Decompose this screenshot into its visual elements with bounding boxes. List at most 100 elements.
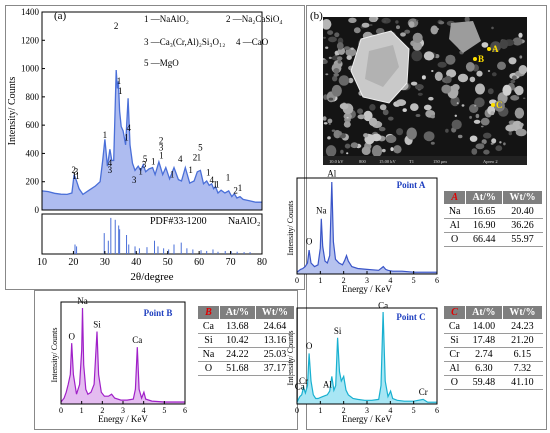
- xrd-y-tick-label: 600: [26, 120, 40, 130]
- eds_c-x-tick-label: 0: [295, 406, 299, 415]
- table-point-c: C At/% Wt/% Ca 14.00 24.23 Si 17.48 21.20 Cr 2.…: [443, 305, 544, 390]
- sem-point-label: C: [496, 100, 503, 110]
- table-a-col1: At/%: [465, 190, 504, 205]
- sem-grain: [457, 134, 463, 139]
- sem-grain: [346, 117, 349, 119]
- sem-grain: [325, 46, 329, 49]
- table-a-col2: Wt/%: [502, 190, 543, 205]
- eds_a-peak-label: O: [306, 237, 313, 247]
- xrd-x-tick-label: 60: [194, 257, 204, 268]
- sem-grain: [435, 27, 439, 31]
- eds_b-area: [61, 308, 185, 404]
- eds_a-x-tick-label: 0: [295, 276, 299, 285]
- sem-grain: [445, 54, 456, 65]
- xrd-peak-label: 1: [206, 167, 211, 177]
- sem-grain: [412, 32, 423, 43]
- xrd-series-line: [41, 69, 262, 203]
- sem-grain: [385, 135, 397, 143]
- xrd-peak-label: 5: [143, 154, 148, 164]
- xrd-peak-label: 1: [197, 153, 202, 163]
- xrd-y-axis-label: Intensity/ Counts: [7, 77, 18, 146]
- table-row: Al 6.30 7.32: [443, 361, 543, 376]
- table-row: Si 10.42 13.16: [197, 333, 295, 348]
- eds_a-frame: [296, 177, 438, 275]
- sem-grain: [396, 25, 400, 30]
- sem-grain: [328, 36, 337, 43]
- sem-grain: [344, 143, 351, 149]
- xrd-peak-label: 1: [188, 165, 193, 175]
- xrd-peak-label: 4: [108, 158, 113, 168]
- sem-grain: [411, 50, 423, 62]
- eds_b-x-tick-label: 5: [162, 406, 166, 415]
- xrd-peak-label: 1: [226, 172, 231, 182]
- eds_a-series-line: [296, 181, 437, 273]
- sem-grain: [511, 75, 517, 81]
- panel-b-frame: [306, 5, 547, 430]
- sem-grain: [444, 75, 452, 84]
- xrd-peak-label: 3: [74, 167, 79, 177]
- eds_b-x-tick-label: 0: [59, 406, 63, 415]
- xrd-y-tick-label: 800: [26, 92, 40, 102]
- sem-grain: [371, 145, 383, 158]
- sem-point-marker: [491, 103, 495, 107]
- sem-grain: [323, 116, 327, 121]
- xrd-plot-frame: [41, 11, 263, 211]
- table-row: Ca 14.00 24.23: [443, 319, 543, 334]
- sem-grain: [451, 84, 460, 91]
- xrd-peak-label: 1: [124, 133, 128, 143]
- sem-grain: [340, 149, 344, 154]
- eds_a-x-tick-label: 2: [342, 276, 346, 285]
- eds_c-x-tick-label: 6: [435, 406, 439, 415]
- xrd-x-tick-label: 20: [68, 257, 78, 268]
- xrd-peak-label: 3: [159, 143, 164, 153]
- eds_c-x-tick-label: 2: [342, 406, 346, 415]
- table-row: Ca 13.68 24.64: [197, 319, 295, 334]
- sem-grain: [446, 69, 457, 78]
- sem-grain: [348, 17, 357, 23]
- xrd-y-tick-label: 400: [26, 148, 40, 158]
- eds_c-series-line: [296, 311, 437, 403]
- sem-grain: [379, 104, 387, 111]
- sem-image: AB C 10.0 kV 800 15.00 kV T1 150 μm Apreo 2: [323, 17, 527, 165]
- xrd-y-tick-label: 0: [35, 205, 40, 215]
- table-point-b: B At/% Wt/% Ca 13.68 24.64 Si 10.42 13.16 Na 24…: [197, 305, 296, 376]
- sem-grain: [333, 68, 340, 74]
- sem-grain: [369, 24, 373, 26]
- eds_b-x-axis-label: Energy / KeV: [98, 414, 148, 424]
- sem-grain: [431, 70, 434, 72]
- sem-grain: [363, 110, 373, 122]
- sem-grain: [336, 42, 344, 50]
- sem-grain: [519, 122, 524, 127]
- sem-grain: [495, 145, 503, 152]
- eds_c-peak-label: Cr: [419, 387, 428, 397]
- eds_b-x-tick-label: 6: [183, 406, 187, 415]
- sem-grain: [337, 56, 343, 61]
- xrd-peak-label: 2: [233, 186, 238, 196]
- sem-grain: [480, 117, 490, 126]
- sem-grain: [395, 99, 407, 106]
- sem-grain: [357, 108, 364, 114]
- sem-grain: [434, 71, 443, 81]
- sem-grain: [428, 96, 434, 101]
- sem-grain: [456, 102, 459, 105]
- sem-grain: [423, 104, 432, 111]
- sem-grain: [393, 145, 402, 154]
- sem-grain: [346, 55, 352, 60]
- sem-grain: [461, 104, 465, 107]
- eds_c-frame: [296, 307, 438, 405]
- sem-grain: [514, 107, 525, 119]
- legend-5: 5 —MgO: [144, 58, 179, 68]
- eds_b-y-axis-label: Intensity/ Counts: [50, 328, 59, 383]
- sem-grain: [327, 118, 333, 124]
- eds_c-x-tick-label: 3: [365, 406, 369, 415]
- sem-grain: [469, 135, 478, 142]
- sem-grain: [471, 148, 478, 155]
- sem-grain: [350, 142, 359, 149]
- xrd-peak-label: 3: [132, 175, 137, 185]
- sem-grain: [518, 65, 527, 75]
- sem-grain: [333, 73, 339, 77]
- table-c-col1: At/%: [464, 305, 503, 320]
- sem-info-text: 800: [359, 159, 367, 164]
- xrd-peak-label: 5: [198, 143, 203, 153]
